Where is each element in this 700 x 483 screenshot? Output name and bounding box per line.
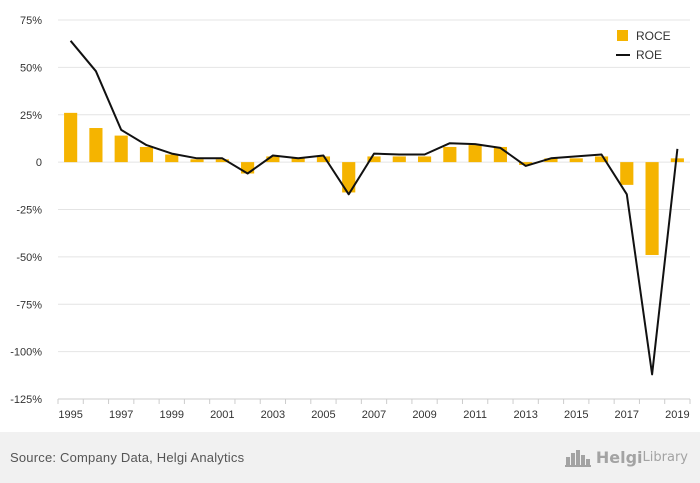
legend-swatch-roce [617, 30, 628, 41]
legend-label-roe: ROE [636, 48, 662, 62]
y-axis: 75% 50% 25% 0 -25% -50% -75% -100% -125% [10, 15, 42, 406]
roe-line-series [69, 40, 679, 376]
roce-bars [64, 112, 684, 255]
bar-roce [190, 159, 204, 163]
bar-roce [316, 156, 331, 163]
x-tick-label: 2003 [261, 409, 285, 421]
x-tick-label: 2019 [665, 409, 689, 421]
y-tick-label: 75% [20, 15, 42, 27]
x-tick-label: 2001 [210, 409, 234, 421]
y-tick-label: 25% [20, 110, 42, 122]
bar-roce [89, 128, 103, 163]
bar-roce [165, 154, 179, 163]
bar-roce [443, 146, 457, 163]
bar-roce [241, 162, 255, 174]
x-tick-label: 2005 [311, 409, 335, 421]
bar-roce [392, 156, 406, 163]
x-tick-label: 2017 [615, 409, 639, 421]
y-tick-label: -100% [10, 347, 42, 359]
x-tick-label: 2013 [513, 409, 537, 421]
bar-roce [417, 156, 432, 163]
bar-roce [544, 158, 558, 163]
footer: Source: Company Data, Helgi Analytics He… [0, 432, 700, 483]
bar-roce [367, 156, 381, 163]
x-tick-label: 1995 [58, 409, 82, 421]
brand-suffix: Library [642, 449, 688, 465]
y-tick-label: -25% [16, 205, 42, 217]
x-tick-label: 2015 [564, 409, 588, 421]
bar-roce [342, 162, 356, 193]
x-tick-label: 1999 [160, 409, 184, 421]
bar-roce [215, 159, 229, 163]
x-tick-label: 2007 [362, 409, 386, 421]
y-tick-label: -125% [10, 394, 42, 406]
bar-roce [645, 162, 659, 255]
combo-chart: 75%50%25%0-25%-50%-75%-100%-125% 1995 199… [10, 15, 691, 421]
y-tick-label: -75% [16, 299, 42, 311]
bar-roce [114, 135, 128, 163]
x-axis: 1995 1997 1999 2001 2003 2005 2007 2009 2011 2013… [57, 398, 691, 421]
bar-roce [468, 145, 482, 163]
legend: ROCE ROE [616, 29, 671, 62]
brand-logo[interactable]: Helgi Library [564, 446, 688, 468]
bar-roce [266, 156, 280, 163]
bar-roce [620, 162, 634, 185]
line-roe [69, 40, 679, 376]
bar-roce [569, 158, 583, 163]
bar-roce [493, 146, 507, 163]
bar-roce [64, 112, 78, 163]
x-tick-label: 2011 [463, 409, 487, 421]
library-buildings-icon [564, 450, 591, 467]
bar-roce [291, 158, 305, 163]
bar-roce [139, 146, 154, 163]
y-tick-label: 0 [36, 157, 42, 169]
x-tick-label: 1997 [109, 409, 133, 421]
source-note: Source: Company Data, Helgi Analytics [10, 450, 245, 465]
legend-label-roce: ROCE [636, 29, 671, 43]
bar-roce [519, 162, 533, 165]
brand-name: Helgi [595, 447, 643, 467]
x-tick-label: 2009 [412, 409, 436, 421]
bar-roce [594, 156, 609, 163]
y-tick-label: 50% [20, 62, 42, 74]
bar-roce [670, 158, 684, 163]
y-tick-label: -50% [16, 252, 42, 264]
grid-lines [58, 19, 690, 400]
